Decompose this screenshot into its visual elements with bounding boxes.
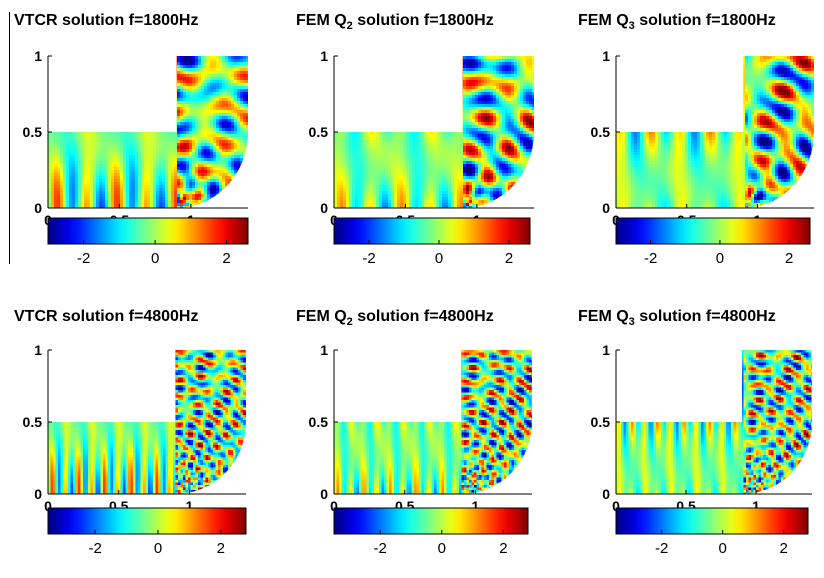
colorbar-tick-label: 0: [151, 250, 159, 267]
colorbar-tick-label: 0: [438, 540, 446, 557]
y-tick-label: 0.5: [591, 414, 611, 430]
solution-field: [616, 350, 814, 495]
y-tick-label: 0: [320, 200, 328, 216]
colorbar-tick-label: 2: [779, 540, 787, 557]
colorbar-tick-label: -2: [77, 250, 90, 267]
colorbar-tick-label: 0: [435, 250, 443, 267]
colorbar: [616, 508, 808, 534]
y-tick-label: 0: [34, 486, 42, 502]
y-tick-label: 0.5: [23, 124, 43, 140]
y-tick-label: 1: [602, 48, 610, 64]
colorbar-tick-label: 2: [499, 540, 507, 557]
colorbar-tick-label: 0: [716, 250, 724, 267]
y-tick-label: 0.5: [309, 414, 329, 430]
colorbar: [48, 508, 246, 534]
y-tick-label: 1: [320, 48, 328, 64]
solution-field: [334, 350, 534, 495]
solution-field: [616, 56, 814, 209]
colorbar-tick-label: -2: [655, 540, 668, 557]
colorbar-tick-label: 2: [222, 250, 230, 267]
y-tick-label: 1: [34, 48, 42, 64]
y-tick-label: 0: [320, 486, 328, 502]
solution-field: [48, 350, 248, 495]
y-tick-label: 1: [602, 342, 610, 358]
y-tick-label: 1: [34, 342, 42, 358]
colorbar-tick-label: 2: [785, 250, 793, 267]
colorbar: [334, 508, 528, 534]
colorbar-tick-label: 0: [718, 540, 726, 557]
divider-line: [9, 12, 10, 264]
colorbar-tick-label: -2: [374, 540, 387, 557]
y-tick-label: 1: [320, 342, 328, 358]
y-tick-label: 0: [34, 200, 42, 216]
y-tick-label: 0.5: [591, 124, 611, 140]
colorbar-tick-label: 0: [154, 540, 162, 557]
colorbar: [616, 218, 810, 244]
y-tick-label: 0: [602, 200, 610, 216]
solution-field: [48, 56, 249, 209]
colorbar-tick-label: -2: [88, 540, 101, 557]
colorbar-tick-label: -2: [362, 250, 375, 267]
y-tick-label: 0.5: [309, 124, 329, 140]
colorbar-tick-label: -2: [644, 250, 657, 267]
y-tick-label: 0: [602, 486, 610, 502]
solution-field: [334, 56, 535, 209]
colorbar: [334, 218, 530, 244]
colorbar: [48, 218, 248, 244]
colorbar-tick-label: 2: [217, 540, 225, 557]
colorbar-tick-label: 2: [505, 250, 513, 267]
y-tick-label: 0.5: [23, 414, 43, 430]
